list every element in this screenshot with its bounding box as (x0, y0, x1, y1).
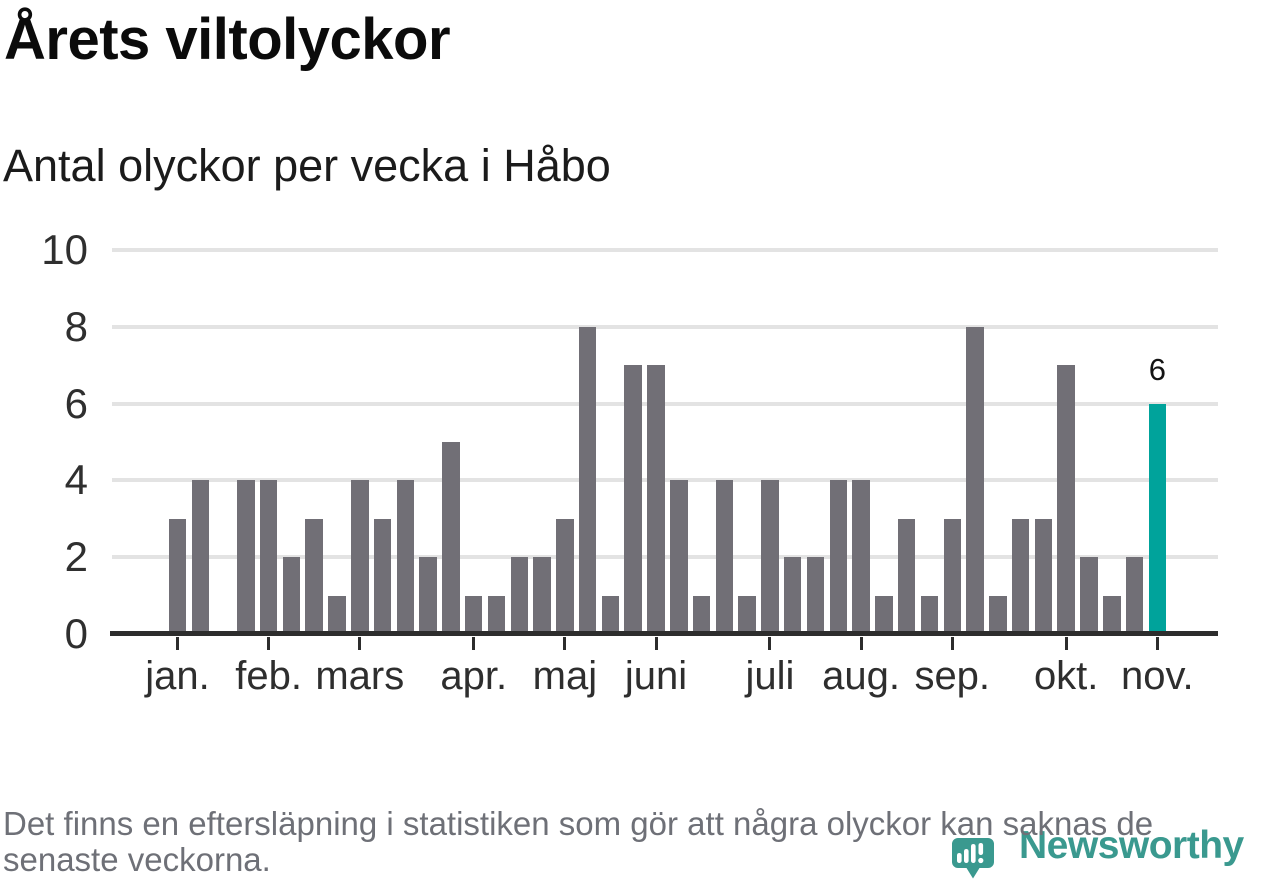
bar-week-27 (761, 480, 779, 634)
x-axis-tick-okt (1064, 637, 1068, 650)
bar-week-25 (715, 480, 734, 634)
bar-week-13 (442, 442, 460, 634)
footnote-line-1: Det finns en eftersläpning i statistiken… (3, 805, 1154, 842)
y-axis-tick-label: 0 (64, 610, 88, 657)
y-axis-tick-label: 10 (41, 226, 88, 273)
bar-week-37 (989, 595, 1007, 634)
y-axis-tick-label: 8 (64, 302, 88, 350)
x-axis-tick-juni (654, 637, 658, 650)
bar-week-20 (601, 595, 620, 634)
bar-week-4 (237, 480, 255, 634)
bar-week-6 (282, 557, 301, 634)
x-axis-month-label: aug. (822, 654, 901, 698)
bar-week-2 (191, 480, 210, 634)
bar-week-16 (510, 557, 529, 634)
bar-week-12 (419, 557, 437, 634)
x-axis-tick-aug (859, 637, 863, 650)
bar-week-35 (943, 518, 961, 634)
bar-week-10 (373, 518, 392, 634)
x-axis-tick-feb (267, 637, 271, 650)
bar-week-32 (875, 595, 893, 634)
footnote-line-2: senaste veckorna. (3, 841, 271, 878)
x-axis-month-label: maj (532, 654, 598, 698)
x-axis-tick-mars (358, 637, 362, 650)
bar-week-15 (487, 595, 506, 634)
bar-week-19 (578, 326, 597, 634)
bar-week-34 (920, 595, 939, 634)
x-axis-month-label: juli (745, 654, 795, 698)
x-axis-month-label: okt. (1033, 654, 1099, 698)
x-axis-tick-maj (563, 637, 567, 650)
bar-week-33 (897, 518, 916, 634)
highlight-value-label: 6 (1148, 351, 1166, 387)
bar-week-11 (396, 480, 415, 634)
y-axis-tick-label: 4 (64, 456, 88, 504)
x-axis-month-label: apr. (440, 654, 508, 698)
x-axis-tick-sep (950, 637, 954, 650)
bar-week-9 (351, 480, 369, 634)
bar-week-5 (259, 480, 278, 634)
newsworthy-pin-icon (952, 838, 994, 879)
bar-week-21 (624, 365, 642, 634)
bar-week-41 (1080, 557, 1098, 634)
bar-week-24 (692, 595, 711, 634)
bar-week-40 (1057, 365, 1075, 634)
x-axis-tick-juli (768, 637, 772, 650)
bar-week-39 (1034, 518, 1053, 634)
x-axis-tick-nov (1155, 637, 1159, 650)
gridline-y-8 (112, 324, 1218, 329)
x-axis-month-label: sep. (914, 654, 991, 698)
bar-week-14 (464, 595, 483, 634)
bar-week-7 (305, 518, 323, 634)
x-axis-month-label: juni (624, 654, 688, 698)
newsworthy-wordmark: Newsworthy (1019, 824, 1244, 867)
gridline-y-6 (112, 401, 1218, 406)
footnote: Det finns en eftersläpning i statistiken… (3, 806, 1153, 878)
x-axis-month-label: mars (315, 654, 405, 698)
gridline-y-4 (112, 478, 1218, 483)
bar-week-30 (829, 480, 848, 634)
bar-week-26 (738, 595, 756, 634)
chart-subtitle: Antal olyckor per vecka i Håbo (3, 140, 611, 191)
bar-week-28 (783, 557, 802, 634)
bar-week-43 (1125, 557, 1144, 634)
bar-week-36 (966, 326, 984, 634)
x-axis-month-label: nov. (1121, 654, 1194, 698)
bar-week-23 (670, 480, 688, 634)
gridline-y-10 (112, 248, 1218, 252)
gridline-y-2 (112, 555, 1218, 560)
y-axis-tick-label: 6 (64, 379, 88, 427)
y-axis-tick-label: 2 (64, 533, 88, 581)
bar-week-22 (647, 365, 665, 634)
x-axis-month-label: feb. (235, 654, 302, 698)
bar-week-38 (1011, 518, 1030, 634)
page-title: Årets viltolyckor (4, 7, 451, 72)
x-axis-tick-apr (472, 637, 476, 650)
bar-week-8 (328, 595, 346, 634)
bar-week-42 (1103, 595, 1121, 634)
x-axis-month-label: jan. (145, 654, 210, 698)
bar-week-18 (556, 518, 574, 634)
bar-week-29 (806, 557, 825, 634)
x-axis-tick-jan (176, 637, 179, 650)
x-axis-line (110, 631, 1218, 636)
bar-week-17 (533, 557, 551, 634)
bar-week-1 (168, 518, 187, 634)
bar-week-31 (852, 480, 870, 634)
bar-week-44-highlighted (1148, 403, 1167, 634)
